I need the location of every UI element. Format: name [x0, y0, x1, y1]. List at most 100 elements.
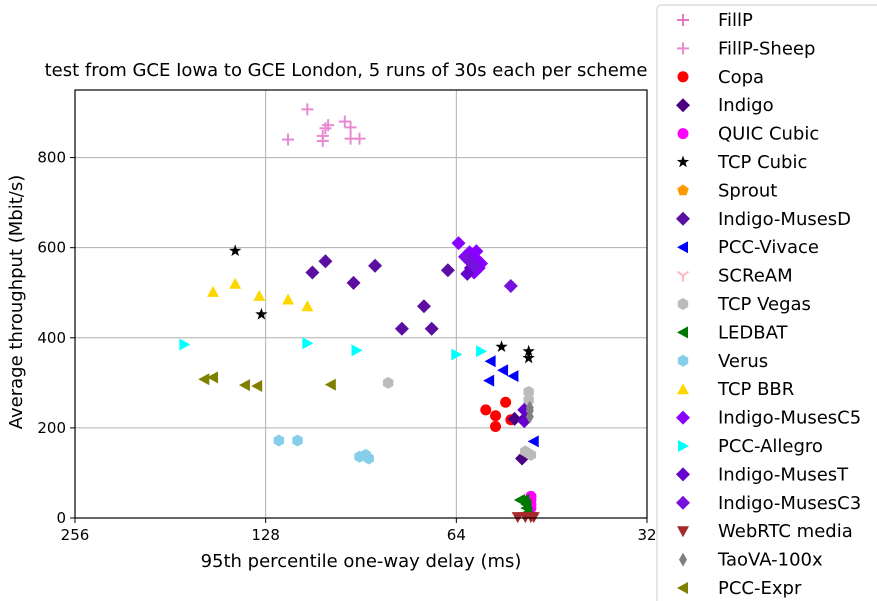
legend-marker-tcp-bbr: [677, 383, 689, 395]
legend-marker-verus: [677, 354, 689, 367]
data-point-pcc-allegro: [451, 348, 463, 361]
data-point-taova-100x: [525, 409, 534, 424]
data-point-pcc-vivace: [484, 355, 496, 368]
legend-marker-ledbat: [677, 326, 688, 339]
data-point-pcc-allegro: [351, 344, 363, 357]
data-point-fillp-sheep: [353, 132, 366, 145]
data-point-tcp-cubic: [495, 340, 508, 353]
y-tick-label: 0: [56, 509, 66, 527]
legend-label-sprout: Sprout: [718, 180, 777, 201]
legend-marker-scream: [676, 270, 690, 282]
data-point-verus: [273, 434, 285, 447]
data-point-tcp-bbr: [282, 293, 295, 305]
data-point-tcp-cubic: [522, 344, 535, 357]
data-point-indigo-musesd: [318, 254, 333, 269]
data-point-copa: [480, 404, 492, 416]
data-point-tcp-vegas: [523, 385, 534, 398]
data-point-tcp-vegas: [382, 376, 394, 389]
y-tick-label: 800: [37, 149, 66, 167]
data-point-indigo-musesc5: [451, 236, 466, 251]
data-point-indigo-musesd: [346, 275, 361, 290]
data-point-indigo-musesd: [368, 258, 383, 273]
data-point-tcp-cubic: [229, 244, 242, 257]
legend-marker-tcp-cubic: [676, 155, 690, 168]
data-point-tcp-cubic: [522, 351, 535, 364]
legend-marker-pcc-vivace: [677, 241, 688, 254]
data-point-pcc-allegro: [476, 345, 488, 358]
legend-label-pcc-expr: PCC-Expr: [718, 578, 802, 599]
x-axis-ticks: 256 128 64 32: [61, 518, 657, 544]
data-point-copa: [500, 396, 512, 408]
legend-box: [656, 4, 877, 601]
data-point-pcc-expr: [238, 379, 250, 392]
data-point-indigo-musesd: [424, 321, 439, 336]
data-point-copa: [490, 410, 502, 422]
legend-label-indigo-musesc5: Indigo-MusesC5: [718, 408, 861, 429]
data-point-pcc-vivace: [527, 435, 539, 448]
y-tick-label: 600: [37, 239, 66, 257]
data-point-indigo-musesd: [394, 321, 409, 336]
data-point-fillp-sheep: [338, 115, 351, 128]
legend-label-indigo-musest: Indigo-MusesT: [718, 464, 849, 485]
legend-label-taova-100x: TaoVA-100x: [717, 550, 823, 571]
data-point-fillp-sheep: [316, 134, 329, 147]
legend-label-indigo: Indigo: [718, 95, 774, 116]
legend-label-indigo-musesc3: Indigo-MusesC3: [718, 493, 861, 514]
data-point-pcc-expr: [251, 379, 263, 392]
data-point-tcp-vegas: [525, 448, 537, 461]
legend-label-fillp: FillP: [718, 10, 753, 31]
data-point-tcp-vegas: [523, 393, 534, 406]
legend-marker-sprout: [677, 184, 689, 196]
data-point-pcc-allegro: [179, 338, 191, 351]
data-point-fillp-sheep: [322, 119, 335, 132]
legend-label-ledbat: LEDBAT: [718, 322, 789, 343]
data-point-pcc-vivace: [483, 374, 495, 387]
legend: FillP FillP-Sheep Copa Indigo QUIC Cubic TCP …: [676, 10, 861, 599]
legend-label-copa: Copa: [718, 67, 764, 88]
data-point-tcp-cubic: [255, 307, 268, 320]
data-point-pcc-expr: [207, 371, 219, 384]
y-axis-label: Average throughput (Mbit/s): [6, 175, 27, 429]
legend-label-tcp-bbr: TCP BBR: [717, 379, 794, 400]
data-point-verus: [292, 434, 303, 447]
legend-label-fillp-sheep: FillP-Sheep: [718, 38, 815, 59]
data-points: [179, 103, 540, 524]
data-point-indigo-musesd: [440, 263, 455, 278]
legend-label-verus: Verus: [718, 351, 768, 372]
legend-marker-pcc-expr: [677, 582, 688, 594]
legend-label-tcp-cubic: TCP Cubic: [717, 152, 807, 173]
x-tick-label: 256: [61, 526, 90, 544]
x-tick-label: 32: [637, 526, 656, 544]
data-point-indigo: [507, 411, 522, 426]
legend-marker-taova-100x: [679, 552, 687, 567]
legend-marker-quic-cubic: [677, 128, 689, 140]
legend-marker-indigo-musest: [676, 467, 690, 482]
legend-marker-fillp: [677, 14, 689, 26]
data-point-fillp-sheep: [344, 121, 357, 134]
data-point-tcp-bbr: [301, 300, 314, 312]
data-point-indigo-musesd: [416, 299, 431, 314]
x-tick-label: 128: [251, 526, 280, 544]
legend-label-quic-cubic: QUIC Cubic: [718, 124, 819, 145]
legend-marker-webrtc-media: [677, 526, 689, 538]
data-point-fillp-sheep: [301, 103, 314, 116]
legend-label-indigo-musesd: Indigo-MusesD: [718, 209, 851, 230]
data-point-pcc-vivace: [497, 364, 509, 377]
legend-marker-pcc-allegro: [678, 440, 689, 452]
legend-marker-indigo-musesc3: [676, 495, 690, 510]
legend-label-pcc-vivace: PCC-Vivace: [718, 237, 819, 258]
legend-label-pcc-allegro: PCC-Allegro: [718, 436, 823, 457]
data-point-tcp-bbr: [253, 289, 266, 301]
data-point-indigo-musesc3: [467, 258, 482, 273]
legend-marker-fillp-sheep: [677, 42, 689, 55]
plot-frame: [74, 89, 648, 519]
y-axis-ticks: 0 200 400 600 800: [37, 149, 75, 527]
data-point-tcp-bbr: [207, 285, 220, 297]
legend-marker-copa: [677, 71, 689, 83]
legend-marker-indigo-musesd: [676, 211, 690, 226]
y-tick-label: 200: [37, 419, 66, 437]
chart-title: test from GCE Iowa to GCE London, 5 runs…: [45, 60, 648, 81]
data-point-indigo-musesd: [305, 265, 320, 280]
data-point-indigo-musesc3: [503, 278, 518, 293]
